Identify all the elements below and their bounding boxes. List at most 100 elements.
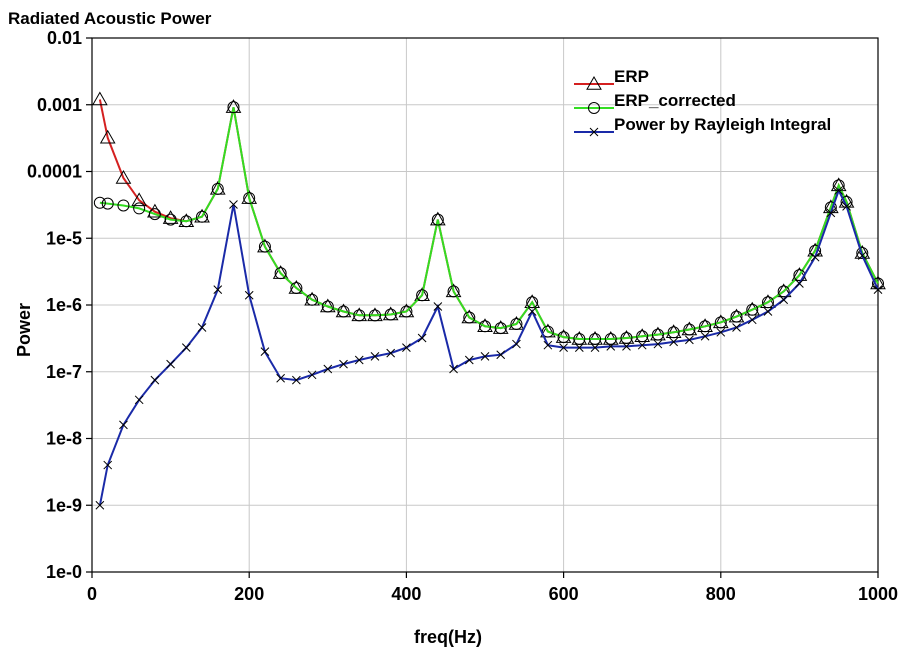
data-point (180, 215, 193, 228)
data-point (115, 169, 132, 184)
data-point (93, 196, 106, 209)
data-point (559, 343, 568, 352)
data-point (337, 305, 350, 318)
data-point (91, 91, 108, 106)
x-tick-label: 800 (706, 584, 736, 604)
data-point (795, 279, 804, 288)
data-point (213, 285, 223, 294)
data-point (400, 305, 413, 318)
data-point (622, 342, 631, 351)
y-tick-label: 1e-9 (46, 495, 82, 515)
data-point (464, 355, 474, 365)
x-axis: 0 200 400 600 800 1000 (87, 572, 898, 604)
data-point (243, 192, 256, 205)
data-point (417, 333, 427, 343)
data-point (134, 395, 144, 405)
legend-marker (586, 75, 602, 90)
data-point (834, 186, 844, 195)
data-point (700, 331, 710, 341)
data-point (117, 199, 130, 212)
data-point (260, 347, 270, 357)
data-point (99, 129, 116, 144)
y-axis: 1e-0 1e-9 1e-8 1e-7 1e-6 1e-5 0.0001 0.001 0.01 (27, 28, 92, 582)
data-point (746, 303, 759, 316)
data-point (512, 339, 521, 349)
data-point (147, 203, 163, 218)
data-point (480, 352, 490, 361)
legend-item-0: ERP (574, 67, 649, 90)
legend-label: Power by Rayleigh Integral (614, 115, 831, 134)
data-point (103, 460, 113, 470)
data-point (258, 240, 271, 253)
data-point (323, 364, 333, 374)
data-point (368, 309, 381, 322)
data-point (494, 322, 507, 335)
legend-marker (588, 102, 600, 114)
data-point (510, 317, 523, 330)
data-point (873, 285, 883, 294)
x-tick-label: 200 (234, 584, 264, 604)
data-point (637, 340, 647, 350)
x-tick-label: 400 (391, 584, 421, 604)
chart-title: Radiated Acoustic Power (8, 9, 212, 28)
data-point (620, 332, 633, 345)
legend-label: ERP_corrected (614, 91, 736, 110)
y-axis-label: Power (14, 303, 34, 357)
data-point (810, 252, 820, 262)
data-point (730, 310, 743, 323)
data-point (573, 332, 586, 345)
legend-item-2: Power by Rayleigh Integral (574, 115, 831, 137)
data-point (842, 202, 851, 211)
data-point (856, 247, 869, 260)
data-point (290, 281, 303, 294)
data-point (747, 315, 757, 325)
data-point (651, 328, 664, 341)
data-point (714, 316, 727, 329)
y-tick-label: 1e-6 (46, 295, 82, 315)
data-point (479, 320, 491, 333)
series-line-1 (99, 107, 879, 340)
series-line-2 (98, 187, 879, 506)
data-point (636, 330, 649, 343)
data-point (590, 343, 600, 352)
data-point (779, 295, 789, 305)
data-point (604, 332, 617, 345)
data-point (133, 202, 146, 215)
y-tick-label: 0.0001 (27, 162, 82, 182)
series-1 (93, 101, 884, 345)
data-point (162, 210, 179, 224)
data-point (496, 350, 506, 360)
data-point (119, 420, 128, 430)
data-point (229, 200, 238, 209)
data-point (181, 343, 191, 352)
data-point (164, 213, 177, 226)
x-tick-label: 0 (87, 584, 97, 604)
data-point (150, 375, 160, 385)
data-point (95, 500, 105, 510)
data-point (433, 302, 443, 311)
data-point (416, 289, 429, 302)
data-point (353, 309, 366, 322)
y-tick-label: 1e-7 (46, 362, 82, 382)
data-point (463, 311, 476, 324)
data-point (777, 285, 790, 298)
legend-label: ERP (614, 67, 649, 86)
data-point (101, 197, 114, 210)
y-tick-label: 1e-5 (46, 228, 82, 248)
data-point (386, 348, 396, 358)
data-point (306, 293, 319, 306)
data-point (292, 375, 301, 385)
x-axis-label: freq(Hz) (414, 627, 482, 647)
data-point (384, 308, 397, 321)
data-point (148, 208, 161, 221)
data-point (197, 323, 207, 332)
data-point (276, 373, 285, 383)
data-point (431, 213, 444, 226)
data-point (274, 267, 287, 280)
data-point (370, 352, 380, 361)
data-point (683, 323, 696, 336)
data-point (449, 364, 458, 374)
data-point (857, 251, 867, 260)
data-point (574, 343, 584, 352)
data-point (211, 182, 224, 195)
